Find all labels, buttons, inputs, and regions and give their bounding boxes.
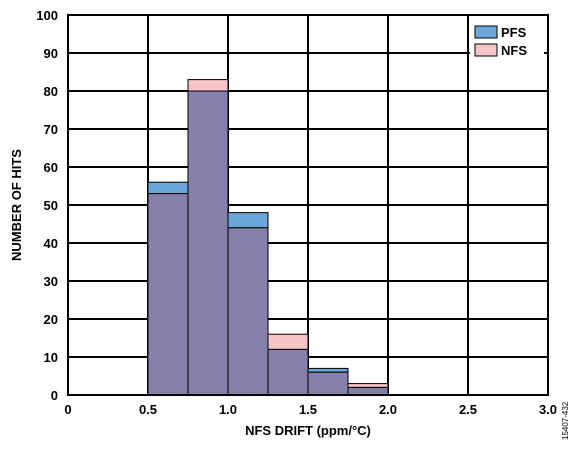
bar-pfs xyxy=(228,213,268,228)
x-tick-label: 0.5 xyxy=(139,402,157,417)
legend-label-nfs: NFS xyxy=(501,43,527,58)
legend-swatch-pfs xyxy=(475,26,497,38)
bar-overlap xyxy=(148,194,188,395)
y-axis-label: NUMBER OF HITS xyxy=(9,149,24,261)
x-tick-label: 1.0 xyxy=(219,402,237,417)
y-tick-label: 0 xyxy=(51,388,58,403)
y-tick-label: 100 xyxy=(36,8,58,23)
bars-layer xyxy=(148,80,388,395)
y-tick-label: 90 xyxy=(44,46,58,61)
x-tick-label: 3.0 xyxy=(539,402,557,417)
x-tick-label: 0 xyxy=(64,402,71,417)
y-tick-label: 80 xyxy=(44,84,58,99)
bar-nfs xyxy=(188,80,228,91)
legend-label-pfs: PFS xyxy=(501,25,527,40)
legend-swatch-nfs xyxy=(475,44,497,56)
y-tick-label: 30 xyxy=(44,274,58,289)
bar-nfs xyxy=(268,334,308,349)
y-tick-label: 20 xyxy=(44,312,58,327)
bar-overlap xyxy=(308,372,348,395)
y-tick-label: 60 xyxy=(44,160,58,175)
x-axis-label: NFS DRIFT (ppm/°C) xyxy=(245,423,371,438)
bar-pfs xyxy=(148,182,188,193)
y-tick-label: 10 xyxy=(44,350,58,365)
x-tick-label: 2.5 xyxy=(459,402,477,417)
bar-nfs xyxy=(348,384,388,388)
bar-overlap xyxy=(268,349,308,395)
legend: PFS NFS xyxy=(470,19,544,61)
x-tick-label: 2.0 xyxy=(379,402,397,417)
y-tick-label: 70 xyxy=(44,122,58,137)
bar-overlap xyxy=(348,387,388,395)
x-tick-label: 1.5 xyxy=(299,402,317,417)
bar-overlap xyxy=(188,91,228,395)
y-tick-label: 40 xyxy=(44,236,58,251)
figure-code: 15407-432 xyxy=(561,401,570,440)
y-tick-label: 50 xyxy=(44,198,58,213)
bar-pfs xyxy=(308,368,348,372)
bar-overlap xyxy=(228,228,268,395)
